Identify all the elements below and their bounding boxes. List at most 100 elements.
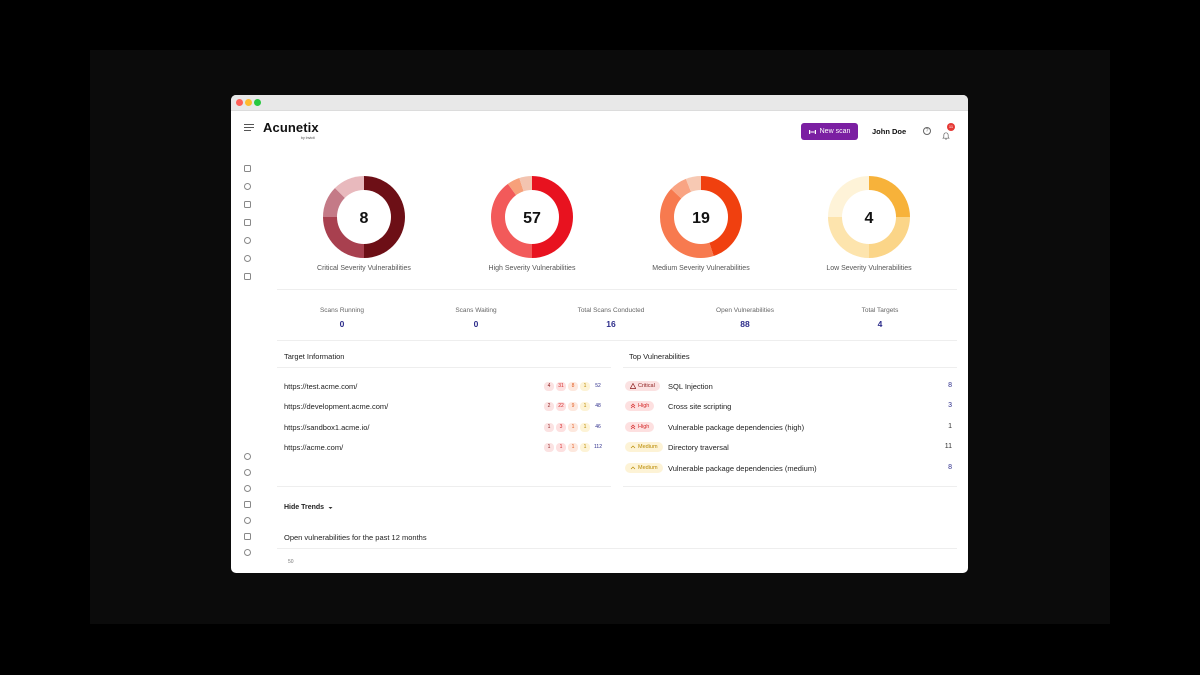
critical-count-badge: 2 <box>544 402 554 411</box>
critical-count-badge: 1 <box>544 443 554 452</box>
low-severity-card[interactable]: 4 Low Severity Vulnerabilities <box>794 175 944 272</box>
vulnerability-row[interactable]: Critical SQL Injection 8 <box>625 380 952 394</box>
target-information-title: Target Information <box>284 352 345 361</box>
help-icon[interactable]: ? <box>923 127 931 135</box>
hamburger-menu-icon[interactable] <box>244 124 254 132</box>
total-count: 48 <box>595 403 601 409</box>
high-count-badge: 1 <box>556 443 566 452</box>
vulnerability-row[interactable]: Medium Vulnerable package dependencies (… <box>625 462 952 476</box>
target-row[interactable]: https://acme.com/ 1 1 1 1 112 <box>284 441 604 455</box>
severity-label: High <box>638 403 650 409</box>
low-count-badge: 1 <box>580 402 590 411</box>
stat-value: 4 <box>877 319 883 329</box>
high-count-badge: 22 <box>556 402 566 411</box>
sidebar-history-icon[interactable] <box>244 485 251 492</box>
hide-trends-toggle[interactable]: Hide Trends <box>284 504 333 511</box>
trends-axis-tick: 50 <box>288 559 294 565</box>
divider <box>277 486 611 487</box>
sidebar-scans-icon[interactable] <box>244 201 251 208</box>
app-logo-subtitle: by Invicti <box>301 136 315 140</box>
target-row[interactable]: https://sandbox1.acme.io/ 1 3 1 1 46 <box>284 421 604 435</box>
vulnerability-row[interactable]: High Cross site scripting 3 <box>625 400 952 414</box>
sidebar-users-icon[interactable] <box>244 501 251 508</box>
hide-trends-label: Hide Trends <box>284 504 325 511</box>
medium-count-badge: 1 <box>568 443 578 452</box>
low-severity-count: 4 <box>865 210 874 227</box>
total-count: 112 <box>594 444 602 450</box>
new-scan-label: New scan <box>819 128 851 135</box>
notification-count-badge: 11 <box>947 123 955 131</box>
medium-severity-label: Medium Severity Vulnerabilities <box>652 265 750 272</box>
window-titlebar <box>231 95 968 111</box>
vulnerability-name[interactable]: SQL Injection <box>668 382 713 391</box>
target-url[interactable]: https://acme.com/ <box>284 443 344 452</box>
stat-label: Scans Running <box>319 307 365 314</box>
critical-severity-tag: Critical <box>625 381 660 391</box>
divider <box>277 367 611 368</box>
sidebar-vulnerabilities-icon[interactable] <box>244 219 251 226</box>
high-severity-count: 57 <box>523 210 541 227</box>
sidebar-dashboard-icon[interactable] <box>244 165 251 172</box>
high-severity-tag: High <box>625 422 655 432</box>
severity-label: Medium <box>638 465 658 471</box>
vulnerability-count: 8 <box>948 464 952 471</box>
low-severity-donut: 4 <box>828 176 910 258</box>
vulnerability-row[interactable]: High Vulnerable package dependencies (hi… <box>625 421 952 435</box>
stat-label: Total Scans Conducted <box>577 307 645 314</box>
sidebar-targets-icon[interactable] <box>244 183 251 190</box>
vulnerability-count: 3 <box>948 402 952 409</box>
sidebar-settings-icon[interactable] <box>244 549 251 556</box>
vulnerability-name[interactable]: Vulnerable package dependencies (high) <box>668 423 805 432</box>
critical-severity-card[interactable]: 8 Critical Severity Vulnerabilities <box>289 175 439 272</box>
vulnerability-name[interactable]: Vulnerable package dependencies (medium) <box>668 464 817 473</box>
caret-down-icon <box>328 506 333 509</box>
sidebar-discovery-icon[interactable] <box>244 237 251 244</box>
notification-bell-icon[interactable] <box>942 127 950 140</box>
critical-count-badge: 4 <box>544 382 554 391</box>
target-url[interactable]: https://sandbox1.acme.io/ <box>284 423 370 432</box>
divider <box>277 340 957 341</box>
stat-open-vulnerabilities: Open Vulnerabilities 88 <box>680 307 810 329</box>
critical-severity-count: 8 <box>360 210 369 227</box>
high-severity-card[interactable]: 57 High Severity Vulnerabilities <box>457 175 607 272</box>
close-window-button[interactable] <box>236 99 243 106</box>
vulnerability-name[interactable]: Cross site scripting <box>668 402 732 411</box>
low-count-badge: 1 <box>580 443 590 452</box>
double-chevron-up-icon <box>630 424 636 430</box>
sidebar-reports-icon[interactable] <box>244 273 251 280</box>
target-url[interactable]: https://test.acme.com/ <box>284 382 358 391</box>
double-chevron-up-icon <box>630 403 636 409</box>
user-menu[interactable]: John Doe <box>872 127 907 136</box>
stat-label: Scans Waiting <box>455 307 497 314</box>
top-vulnerabilities-title: Top Vulnerabilities <box>629 352 690 361</box>
sidebar-search-icon[interactable] <box>244 469 251 476</box>
divider <box>623 367 957 368</box>
new-scan-button[interactable]: New scan <box>801 123 858 140</box>
target-row[interactable]: https://test.acme.com/ 4 31 8 1 52 <box>284 380 604 394</box>
medium-count-badge: 8 <box>568 382 578 391</box>
critical-severity-donut: 8 <box>323 176 405 258</box>
dashboard-main: 8 Critical Severity Vulnerabilities 57 H… <box>277 145 957 573</box>
minimize-window-button[interactable] <box>245 99 252 106</box>
sidebar-issues-icon[interactable] <box>244 255 251 262</box>
maximize-window-button[interactable] <box>254 99 261 106</box>
severity-label: Medium <box>638 444 658 450</box>
target-url[interactable]: https://development.acme.com/ <box>284 402 389 411</box>
trends-section-title: Open vulnerabilities for the past 12 mon… <box>284 533 427 542</box>
total-count: 46 <box>595 424 601 430</box>
medium-severity-card[interactable]: 19 Medium Severity Vulnerabilities <box>626 175 776 272</box>
medium-severity-count: 19 <box>692 210 710 227</box>
app-logo[interactable]: Acunetix <box>263 120 319 135</box>
sidebar-security-icon[interactable] <box>244 517 251 524</box>
vulnerability-count: 1 <box>948 423 952 430</box>
target-row[interactable]: https://development.acme.com/ 2 22 9 1 4… <box>284 400 604 414</box>
divider <box>277 289 957 290</box>
vulnerability-name[interactable]: Directory traversal <box>668 443 729 452</box>
sidebar-integrations-icon[interactable] <box>244 533 251 540</box>
stat-label: Total Targets <box>861 307 899 314</box>
high-severity-donut: 57 <box>491 176 573 258</box>
vulnerability-row[interactable]: Medium Directory traversal 11 <box>625 441 952 455</box>
sidebar-activity-icon[interactable] <box>244 453 251 460</box>
critical-count-badge: 1 <box>544 423 554 432</box>
scan-icon <box>808 129 816 134</box>
